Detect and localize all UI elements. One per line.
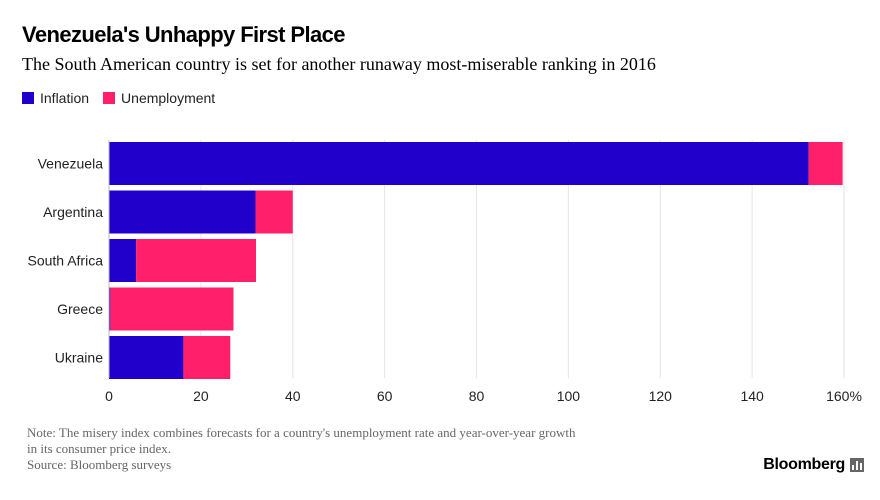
legend-swatch-inflation: [22, 92, 34, 104]
note-line-2: in its consumer price index.: [27, 441, 172, 456]
x-tick-label: 0: [105, 388, 113, 404]
bar-inflation-south-africa: [109, 239, 137, 282]
legend-item-inflation: Inflation: [22, 90, 89, 106]
x-tick-label: 60: [377, 388, 393, 404]
category-label: Argentina: [43, 204, 103, 220]
source-line: Source: Bloomberg surveys: [27, 457, 172, 472]
chart-subtitle: The South American country is set for an…: [22, 54, 656, 74]
x-tick-label: 100: [557, 388, 581, 404]
legend-label-inflation: Inflation: [40, 90, 90, 106]
legend-swatch-unemployment: [103, 92, 116, 104]
x-tick-label: 80: [469, 388, 485, 404]
x-tick-label: 140: [740, 388, 764, 404]
chart-note: Note: The misery index combines forecast…: [27, 425, 747, 473]
bar-unemployment-south-africa: [136, 239, 256, 282]
bar-unemployment-ukraine: [183, 336, 231, 379]
bloomberg-logo: Bloomberg: [763, 456, 864, 474]
note-line-1: Note: The misery index combines forecast…: [27, 425, 576, 440]
bar-inflation-ukraine: [109, 336, 184, 379]
category-label: Venezuela: [38, 156, 104, 172]
bar-chart-icon: [850, 458, 864, 472]
bar-unemployment-venezuela: [808, 142, 843, 185]
x-tick-label: 160%: [826, 388, 862, 404]
x-tick-label: 40: [285, 388, 301, 404]
legend-item-unemployment: Unemployment: [103, 90, 215, 106]
category-label: Ukraine: [55, 350, 103, 366]
bar-inflation-greece: [109, 287, 111, 331]
bar-unemployment-greece: [110, 287, 234, 331]
brand-name: Bloomberg: [763, 456, 845, 473]
category-label: Greece: [57, 301, 103, 317]
category-label: South Africa: [28, 253, 104, 269]
bar-chart: Venezuela Argentina South Africa Greece Ukra…: [28, 140, 862, 404]
bar-inflation-venezuela: [109, 142, 809, 185]
bar-unemployment-argentina: [255, 190, 293, 234]
chart-title: Venezuela's Unhappy First Place: [22, 22, 345, 47]
legend-label-unemployment: Unemployment: [121, 90, 216, 106]
legend: Inflation Unemployment: [22, 90, 229, 106]
x-tick-label: 20: [193, 388, 209, 404]
x-tick-label: 120: [649, 388, 673, 404]
bar-inflation-argentina: [109, 190, 256, 234]
